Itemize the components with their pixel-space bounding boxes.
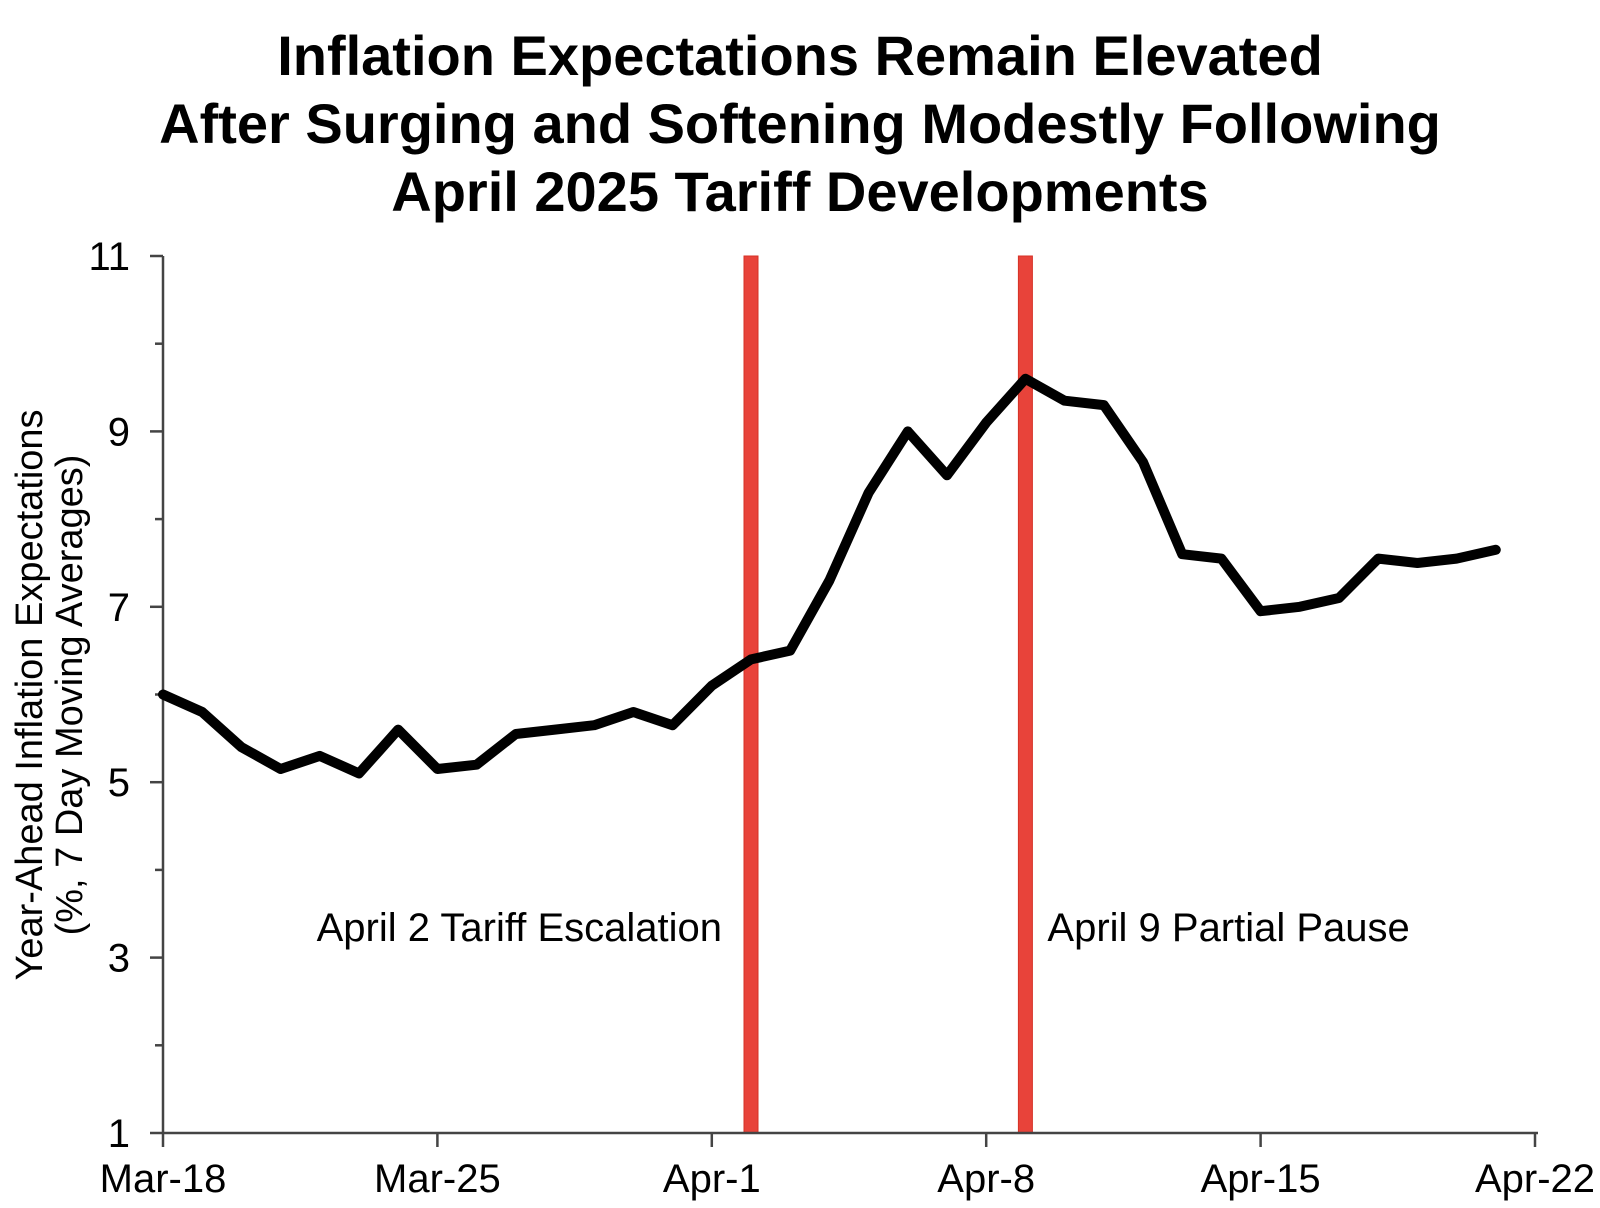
chart-title-line-3: April 2025 Tariff Developments xyxy=(391,160,1209,223)
chart-title-line-2: After Surging and Softening Modestly Fol… xyxy=(159,92,1441,155)
y-axis-title-line-2: (%, 7 Day Moving Averages) xyxy=(49,455,91,936)
x-axis-tick-label-Apr-1: Apr-1 xyxy=(663,1157,761,1201)
event-bars-layer xyxy=(743,255,1033,1134)
y-axis-title-line-1: Year-Ahead Inflation Expectations xyxy=(9,409,51,980)
chart-title-line-1: Inflation Expectations Remain Elevated xyxy=(277,24,1323,87)
x-axis-tick-label-Mar-18: Mar-18 xyxy=(100,1157,227,1201)
y-axis-tick-label-9: 9 xyxy=(108,410,130,454)
y-axis-tick-label-1: 1 xyxy=(108,1112,130,1156)
event-bar-label-Apr-9: April 9 Partial Pause xyxy=(1047,906,1409,950)
annotations-layer: April 2 Tariff Escalation April 9 Partial… xyxy=(317,906,1410,950)
x-axis-tick-label-Apr-15: Apr-15 xyxy=(1201,1157,1321,1201)
y-axis-tick-label-5: 5 xyxy=(108,761,130,805)
series-line-0 xyxy=(158,373,1501,779)
event-bar-Apr-2 xyxy=(743,255,759,1134)
x-axis-tick-label-Apr-8: Apr-8 xyxy=(937,1157,1035,1201)
series-layer xyxy=(158,373,1501,779)
event-bar-label-Apr-2: April 2 Tariff Escalation xyxy=(317,906,722,950)
y-axis-tick-label-3: 3 xyxy=(108,937,130,981)
x-axis-tick-label-Apr-22: Apr-22 xyxy=(1475,1157,1595,1201)
y-axis-tick-label-11: 11 xyxy=(88,235,130,279)
x-axis-tick-label-Mar-25: Mar-25 xyxy=(374,1157,501,1201)
chart-title: Inflation Expectations Remain Elevated A… xyxy=(0,22,1600,226)
axes-layer: 1 3 5 7 9 11 Mar-18 Mar-25 Apr-1 Apr-8 Apr-15 Apr-2… xyxy=(88,235,1595,1201)
y-axis-tick-label-7: 7 xyxy=(108,586,130,630)
